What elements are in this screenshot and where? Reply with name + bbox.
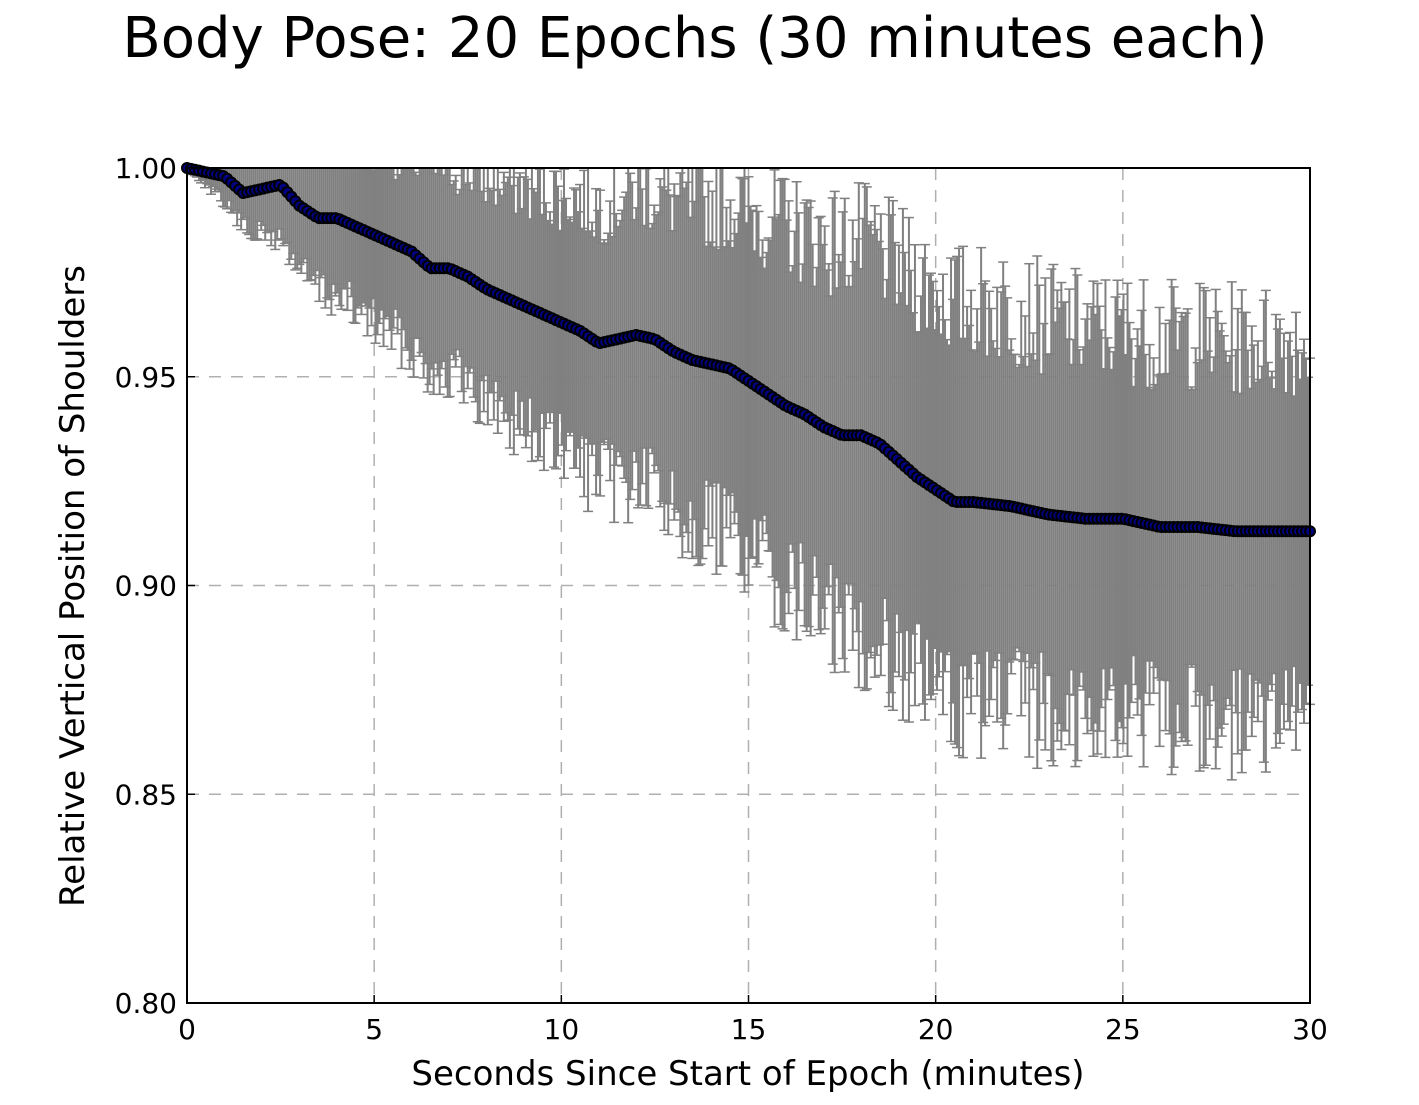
series-layer bbox=[181, 162, 1316, 538]
x-tick-label: 5 bbox=[365, 1013, 383, 1046]
x-tick-label: 25 bbox=[1105, 1013, 1141, 1046]
y-axis-label: Relative Vertical Position of Shoulders bbox=[53, 265, 93, 907]
error-bars bbox=[184, 167, 1315, 781]
y-tick-label: 0.85 bbox=[115, 778, 177, 811]
tick-layer: 0 5 10 15 20 25 30 0.80 0.85 0.90 0.95 1.00 bbox=[115, 152, 1328, 1046]
x-tick-label: 15 bbox=[731, 1013, 767, 1046]
y-tick-label: 0.80 bbox=[115, 987, 177, 1020]
x-tick-label: 10 bbox=[544, 1013, 580, 1046]
x-tick-label: 30 bbox=[1292, 1013, 1328, 1046]
y-tick-label: 0.90 bbox=[115, 570, 177, 603]
x-tick-label: 0 bbox=[178, 1013, 196, 1046]
x-axis-label: Seconds Since Start of Epoch (minutes) bbox=[411, 1054, 1084, 1094]
x-tick-label: 20 bbox=[918, 1013, 954, 1046]
y-tick-label: 1.00 bbox=[115, 152, 177, 185]
chart-title: Body Pose: 20 Epochs (30 minutes each) bbox=[122, 6, 1268, 71]
y-tick-label: 0.95 bbox=[115, 361, 177, 394]
